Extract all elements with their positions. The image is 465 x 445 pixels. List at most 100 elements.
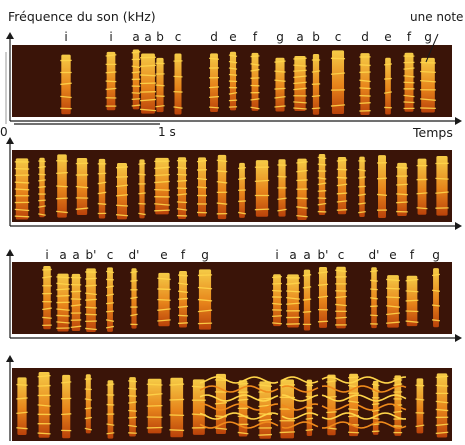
syllable — [337, 157, 347, 214]
syllable — [107, 380, 115, 438]
syllable — [238, 163, 246, 218]
syllable — [56, 274, 69, 332]
syllable — [106, 267, 114, 332]
syllable — [157, 273, 170, 326]
syllable — [178, 271, 188, 327]
syllable-letter: e — [389, 249, 396, 261]
syllable — [76, 158, 88, 215]
syllable — [335, 267, 347, 329]
spectrogram-panel-4 — [12, 368, 452, 441]
syllable — [15, 158, 29, 219]
syllable — [56, 154, 68, 217]
syllable-letter: i — [64, 31, 67, 43]
syllable — [173, 54, 182, 115]
syllable-letter: e — [160, 249, 167, 261]
syllable-letter: g — [432, 249, 440, 261]
y-axis-arrow — [6, 249, 14, 256]
syllable — [404, 53, 415, 112]
x-axis-arrow — [455, 117, 462, 125]
x-axis-arrow — [455, 222, 462, 230]
syllable — [229, 52, 237, 111]
syllable-letter: f — [407, 31, 411, 43]
syllable — [384, 58, 392, 115]
syllable-letter: g — [276, 31, 284, 43]
syllable — [60, 55, 71, 115]
syllable — [177, 157, 187, 219]
syllable — [38, 372, 51, 438]
syllable-letter: i — [275, 249, 278, 261]
spectrogram-panel-3 — [12, 262, 452, 334]
syllable — [406, 276, 419, 326]
syllable — [396, 163, 408, 216]
syllable — [377, 155, 387, 218]
syllable-letter: a — [144, 31, 151, 43]
syllable-letter: a — [132, 31, 139, 43]
syllable — [432, 268, 440, 327]
syllable-letter: b' — [318, 249, 329, 261]
syllable — [436, 373, 448, 437]
syllable-letter: a — [72, 249, 79, 261]
syllable — [420, 58, 436, 113]
time-axis-label: Temps — [413, 127, 453, 140]
syllable-letter: d — [210, 31, 218, 43]
syllable — [132, 50, 141, 110]
x-axis-arrow — [455, 334, 462, 342]
syllable-letter: d' — [369, 249, 380, 261]
syllable-letter: a — [59, 249, 66, 261]
syllable — [417, 159, 428, 215]
syllable-letter: i — [109, 31, 112, 43]
syllable — [331, 50, 345, 114]
spectrogram-panel-1 — [12, 45, 452, 117]
syllable — [435, 156, 448, 216]
syllable-letter: a — [303, 249, 310, 261]
syllable-letter: c — [335, 31, 342, 43]
syllable — [106, 52, 117, 110]
syllable — [140, 53, 156, 113]
y-axis-label: Fréquence du son (kHz) — [8, 11, 156, 24]
syllable-letter: a — [296, 31, 303, 43]
syllable-letter: b' — [86, 249, 97, 261]
scale-bar-label: 1 s — [158, 126, 176, 138]
syllable — [85, 268, 97, 332]
syllable — [128, 377, 137, 436]
syllable-letter: f — [410, 249, 414, 261]
syllable — [272, 274, 282, 326]
syllable — [38, 158, 45, 218]
syllable — [274, 58, 285, 112]
origin-label: 0 — [0, 126, 8, 138]
syllable-letter: d — [361, 31, 369, 43]
syllable — [198, 269, 212, 329]
note-annotation: une note — [410, 11, 463, 23]
syllable — [277, 159, 286, 216]
syllable — [209, 53, 219, 112]
syllable — [306, 380, 313, 436]
syllable-letter: d' — [129, 249, 140, 261]
syllable — [197, 157, 207, 216]
syllable — [416, 378, 425, 433]
spectrogram-panel-2 — [12, 150, 452, 222]
syllable — [312, 54, 320, 115]
syllable-letter: c — [175, 31, 182, 43]
syllable — [217, 155, 227, 219]
syllable — [154, 158, 170, 215]
syllable — [138, 159, 145, 218]
syllable-letter: c — [107, 249, 114, 261]
y-axis-arrow — [6, 32, 14, 39]
syllable — [386, 275, 400, 328]
syllable-letter: f — [181, 249, 185, 261]
syllable — [359, 53, 370, 115]
syllable-letter: e — [229, 31, 236, 43]
syllable-letter: i — [45, 249, 48, 261]
syllable — [370, 267, 378, 328]
syllable — [251, 53, 260, 111]
syllable — [286, 274, 300, 327]
syllable — [303, 270, 311, 331]
syllable — [71, 274, 81, 331]
y-axis-arrow — [6, 355, 14, 362]
syllable-letter: g — [424, 31, 432, 43]
syllable — [318, 154, 327, 215]
syllable — [255, 160, 269, 217]
syllable-letter: c — [338, 249, 345, 261]
